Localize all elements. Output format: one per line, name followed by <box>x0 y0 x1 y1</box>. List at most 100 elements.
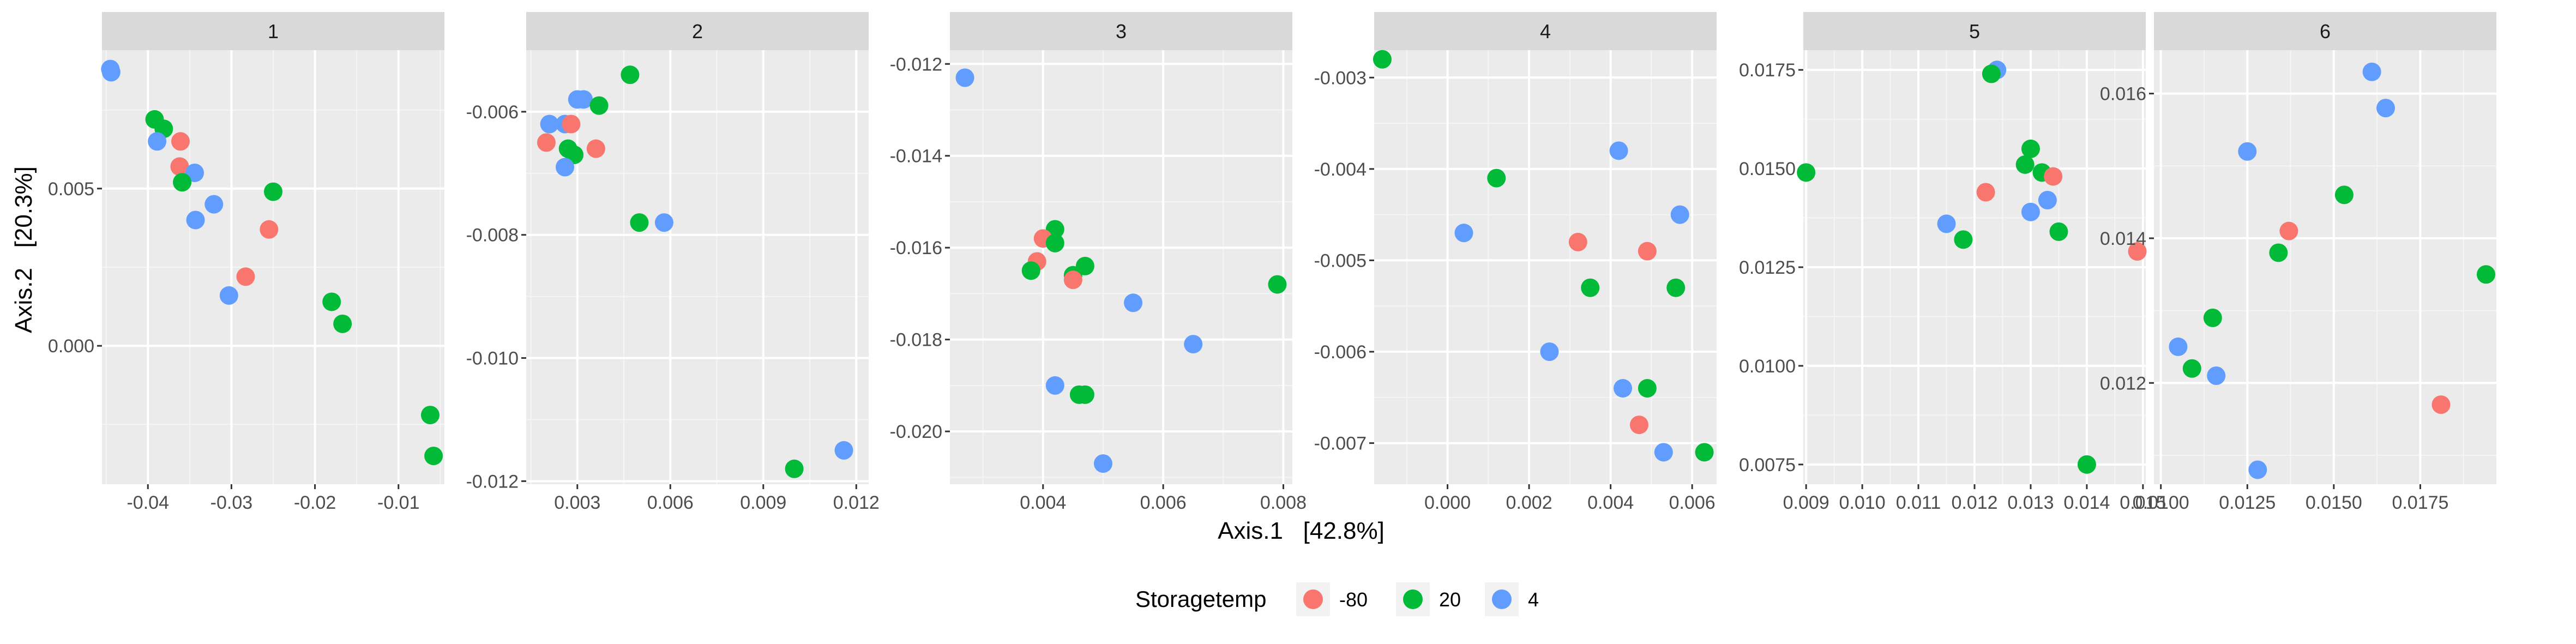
scatter-point <box>1654 443 1673 462</box>
y-tick-label: -0.007 <box>1314 434 1367 454</box>
y-tick-label: -0.006 <box>1314 342 1367 363</box>
scatter-point <box>1540 342 1559 362</box>
scatter-point <box>219 286 238 305</box>
scatter-point <box>171 132 190 151</box>
y-tick-label: 0.012 <box>2100 373 2146 394</box>
legend-entry: 20 <box>1396 582 1461 616</box>
y-tick-label: -0.010 <box>466 348 519 369</box>
facet-strip <box>2154 12 2496 50</box>
facet-strip <box>1803 12 2146 50</box>
x-tick-label: 0.006 <box>1140 492 1187 513</box>
scatter-point <box>568 90 587 109</box>
scatter-point <box>424 447 443 466</box>
scatter-point <box>1454 224 1473 243</box>
x-tick-label: 0.0100 <box>2133 492 2189 513</box>
scatter-point <box>1976 183 1995 202</box>
y-tick-label: 0.000 <box>48 336 94 357</box>
scatter-point <box>2038 190 2057 209</box>
scatter-point <box>2431 395 2451 414</box>
scatter-point <box>1045 376 1064 395</box>
scatter-point <box>2269 243 2288 262</box>
scatter-point <box>785 459 804 478</box>
scatter-point <box>955 68 974 87</box>
scatter-point <box>1184 335 1203 354</box>
scatter-point <box>264 182 282 201</box>
legend: Storagetemp -80 20 4 <box>1135 582 1539 616</box>
y-tick-label: 0.016 <box>2100 84 2146 105</box>
scatter-point <box>1021 261 1040 280</box>
y-tick-label: 0.0075 <box>1739 455 1796 476</box>
scatter-point <box>2203 308 2222 327</box>
facet-strip-label: 2 <box>692 20 703 43</box>
scatter-point <box>2207 366 2226 385</box>
legend-entry-label: 20 <box>1439 588 1461 611</box>
scatter-point <box>1487 168 1506 188</box>
scatter-point <box>586 139 605 158</box>
legend-entry-label: -80 <box>1339 588 1368 611</box>
scatter-point <box>2279 221 2298 240</box>
scatter-point <box>1063 270 1082 290</box>
y-tick-label: 0.0125 <box>1739 257 1796 278</box>
y-tick-label: -0.003 <box>1314 68 1367 88</box>
scatter-point <box>1093 454 1112 473</box>
x-tick-label: 0.004 <box>1020 492 1066 513</box>
x-tick-label: 0.009 <box>1783 492 1829 513</box>
x-tick-label: -0.03 <box>210 492 253 513</box>
legend-entry: -80 <box>1296 582 1368 616</box>
scatter-point <box>654 213 673 232</box>
y-tick-label: 0.0150 <box>1739 159 1796 179</box>
x-axis-title: Axis.1 [42.8%] <box>1218 517 1385 544</box>
facet-panel-1: 1 -0.04 -0.03 -0.02 -0.01 0.000 0.005 <box>48 12 444 513</box>
scatter-point <box>1670 205 1689 224</box>
facet-strip-label: 4 <box>1540 20 1551 43</box>
x-tick-label: 0.010 <box>1839 492 1886 513</box>
y-tick-label: -0.014 <box>890 146 942 167</box>
scatter-point <box>1982 64 2001 83</box>
scatter-point <box>1638 242 1657 261</box>
y-tick-label: -0.016 <box>890 238 942 258</box>
scatter-point <box>2238 142 2257 161</box>
legend-key-marker <box>1303 589 1323 609</box>
scatter-point <box>260 220 279 239</box>
x-tick-label: -0.02 <box>294 492 336 513</box>
panel-background <box>526 50 869 484</box>
scatter-point <box>1268 275 1287 294</box>
scatter-point <box>1124 293 1143 312</box>
x-tick-label: 0.0175 <box>2392 492 2448 513</box>
facet-panel-3: 3 0.004 0.006 0.008 -0.012 -0.014 -0.016 -0.018… <box>890 12 1307 513</box>
x-tick-label: 0.014 <box>2063 492 2110 513</box>
scatter-point <box>2476 265 2495 284</box>
scatter-point <box>204 195 224 214</box>
legend-key-marker <box>1403 589 1423 609</box>
scatter-point <box>173 173 192 192</box>
y-tick-label: -0.006 <box>466 102 519 123</box>
x-tick-label: -0.01 <box>377 492 420 513</box>
scatter-point <box>562 115 581 134</box>
y-tick-label: 0.0175 <box>1739 60 1796 81</box>
panel-background <box>1374 50 1717 484</box>
scatter-point <box>1581 278 1600 297</box>
scatter-point <box>2362 62 2381 81</box>
x-tick-label: 0.004 <box>1587 492 1634 513</box>
scatter-point <box>1373 50 1392 69</box>
x-tick-label: 0.008 <box>1260 492 1307 513</box>
legend-title: Storagetemp <box>1135 586 1266 612</box>
x-tick-label: 0.009 <box>740 492 786 513</box>
scatter-point <box>322 292 341 311</box>
facet-panel-2: 2 0.003 0.006 0.009 0.012 -0.006 -0.008 -0.010 -… <box>466 12 880 513</box>
x-tick-label: 0.012 <box>833 492 880 513</box>
facet-strip <box>1374 12 1717 50</box>
x-tick-label: 0.013 <box>2007 492 2054 513</box>
scatter-point <box>2182 359 2201 378</box>
scatter-point <box>2334 185 2354 204</box>
y-tick-label: 0.0100 <box>1739 356 1796 377</box>
facet-strip-label: 3 <box>1116 20 1127 43</box>
scatter-point <box>1045 233 1064 252</box>
scatter-point <box>1629 416 1648 435</box>
scatter-point <box>630 213 649 232</box>
x-tick-label: 0.0150 <box>2306 492 2362 513</box>
x-tick-label: 0.015 <box>2120 492 2166 513</box>
scatter-point <box>2169 337 2188 356</box>
scatter-point <box>101 63 121 82</box>
